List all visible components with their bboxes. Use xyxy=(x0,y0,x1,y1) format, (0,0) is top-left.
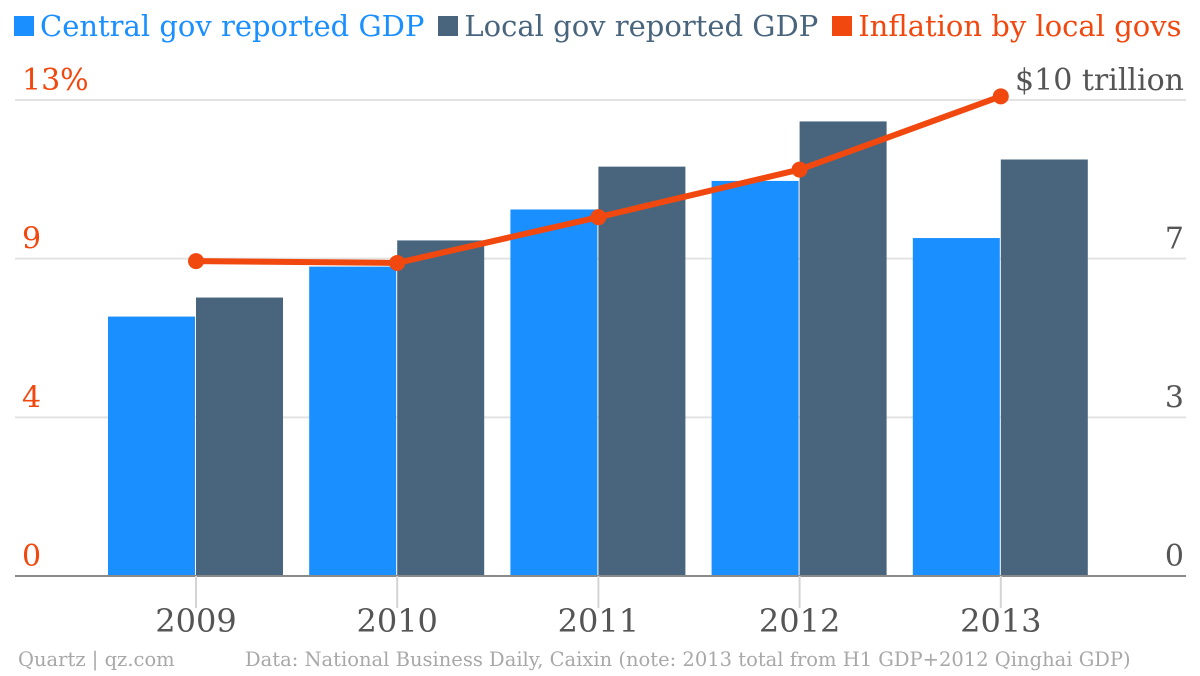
x-tick-label-2013: 2013 xyxy=(960,602,1041,640)
bar-local-gov-reported-gdp-2013 xyxy=(1000,159,1088,576)
footer-brand: Quartz | qz.com xyxy=(18,648,175,671)
legend-label-central-gov-reported-gdp: Central gov reported GDP xyxy=(40,9,425,43)
bar-central-gov-reported-gdp-2009 xyxy=(108,316,195,576)
right-axis-tick-label-10-trillion: $10 trillion xyxy=(1015,63,1184,98)
left-axis-tick-label-9: 9 xyxy=(22,222,41,257)
x-tick-label-2012: 2012 xyxy=(759,602,840,640)
legend-item-inflation-by-local-govs: Inflation by local govs xyxy=(832,9,1181,43)
legend-swatch-central-gov-reported-gdp xyxy=(14,16,34,36)
point-inflation-by-local-govs-2010 xyxy=(389,254,406,271)
footer-source: Data: National Business Daily, Caixin (n… xyxy=(245,648,1131,671)
legend-item-local-gov-reported-gdp: Local gov reported GDP xyxy=(438,9,818,43)
left-axis-tick-label-13: 13% xyxy=(22,63,89,98)
bar-central-gov-reported-gdp-2013 xyxy=(912,238,1000,577)
bar-local-gov-reported-gdp-2010 xyxy=(397,240,485,577)
right-axis-tick-label-0: 0 xyxy=(1165,539,1184,574)
right-axis-tick-label-7: 7 xyxy=(1165,222,1184,257)
right-axis-tick-label-3: 3 xyxy=(1165,380,1184,415)
left-axis-tick-label-0: 0 xyxy=(22,539,41,574)
bar-central-gov-reported-gdp-2010 xyxy=(309,266,397,576)
point-inflation-by-local-govs-2012 xyxy=(791,161,808,178)
point-inflation-by-local-govs-2009 xyxy=(188,253,204,270)
legend-item-central-gov-reported-gdp: Central gov reported GDP xyxy=(14,9,424,43)
point-inflation-by-local-govs-2013 xyxy=(992,88,1009,105)
point-inflation-by-local-govs-2011 xyxy=(590,209,607,226)
bar-local-gov-reported-gdp-2012 xyxy=(799,121,887,577)
bar-local-gov-reported-gdp-2011 xyxy=(598,166,686,576)
legend-swatch-local-gov-reported-gdp xyxy=(438,16,459,36)
legend-label-inflation-by-local-govs: Inflation by local govs xyxy=(858,9,1182,43)
bar-central-gov-reported-gdp-2012 xyxy=(711,180,799,577)
legend-swatch-inflation-by-local-govs xyxy=(832,16,853,36)
bar-central-gov-reported-gdp-2011 xyxy=(510,209,598,577)
left-axis-tick-label-4: 4 xyxy=(22,380,41,415)
legend-label-local-gov-reported-gdp: Local gov reported GDP xyxy=(464,9,819,43)
bar-local-gov-reported-gdp-2009 xyxy=(196,297,283,576)
x-tick-label-2009: 2009 xyxy=(155,602,236,640)
chart-legend: Central gov reported GDP Local gov report… xyxy=(14,6,1195,46)
x-tick-label-2010: 2010 xyxy=(356,602,437,640)
x-tick-label-2011: 2011 xyxy=(558,602,639,640)
